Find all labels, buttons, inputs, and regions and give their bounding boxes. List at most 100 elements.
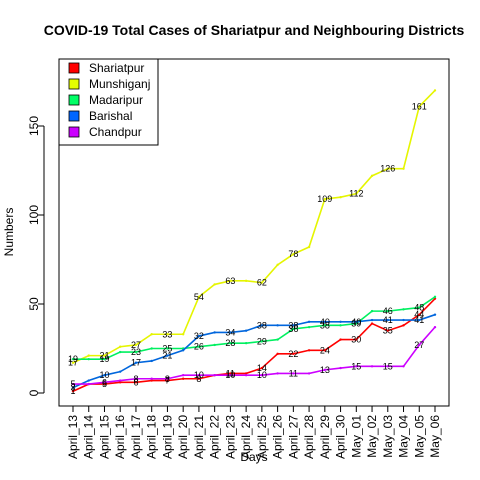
- data-point: [103, 381, 106, 384]
- data-point: [119, 345, 122, 348]
- data-label: 109: [317, 194, 332, 204]
- data-point: [71, 382, 75, 386]
- data-point: [71, 386, 75, 389]
- data-point: [276, 263, 279, 267]
- data-label: 22: [288, 349, 298, 359]
- data-point: [307, 320, 311, 323]
- x-tick-label: May_06: [428, 415, 442, 458]
- data-point: [213, 283, 216, 286]
- y-tick-label: 150: [27, 116, 41, 136]
- data-label: 54: [194, 292, 204, 302]
- data-point: [119, 379, 122, 382]
- data-point: [260, 374, 264, 377]
- data-point: [386, 329, 389, 332]
- data-point: [87, 379, 90, 382]
- data-point: [150, 347, 153, 350]
- legend-swatch: [68, 94, 80, 106]
- data-point: [418, 105, 421, 108]
- x-tick-label: May_05: [412, 415, 426, 458]
- data-label: 36: [288, 324, 298, 334]
- data-point: [119, 370, 122, 373]
- data-point: [119, 381, 122, 384]
- data-point: [323, 197, 327, 201]
- data-point: [181, 349, 185, 352]
- data-label: 38: [288, 320, 298, 330]
- data-label: 41: [414, 315, 424, 325]
- data-point: [386, 167, 389, 170]
- data-point: [181, 374, 185, 377]
- data-label: 126: [380, 164, 395, 174]
- data-point: [339, 338, 342, 341]
- data-label: 17: [68, 358, 78, 368]
- data-label: 38: [257, 320, 267, 330]
- data-label: 25: [162, 344, 172, 354]
- legend-swatch: [68, 78, 80, 90]
- data-label: 15: [383, 361, 393, 371]
- data-label: 78: [288, 249, 298, 259]
- data-point: [229, 341, 232, 345]
- data-point: [103, 354, 106, 357]
- data-point: [370, 322, 374, 325]
- data-point: [323, 368, 327, 372]
- x-tick-label: April_14: [82, 415, 96, 459]
- data-point: [103, 357, 106, 361]
- data-point: [418, 313, 421, 316]
- data-point: [181, 377, 185, 380]
- data-label: 8: [165, 374, 170, 384]
- x-tick-label: April_19: [160, 415, 174, 459]
- data-point: [197, 377, 201, 380]
- data-label: 30: [351, 335, 361, 345]
- data-point: [402, 365, 405, 368]
- data-point: [355, 338, 358, 341]
- data-label: 112: [349, 189, 363, 199]
- data-label: 19: [68, 354, 78, 364]
- data-point: [197, 374, 201, 377]
- data-label: 35: [383, 326, 393, 336]
- data-point: [323, 320, 327, 323]
- data-point: [166, 377, 169, 380]
- data-point: [166, 347, 169, 350]
- data-point: [87, 357, 90, 361]
- data-point: [433, 89, 437, 92]
- data-label: 7: [165, 376, 170, 386]
- data-point: [166, 379, 169, 382]
- data-point: [119, 350, 122, 354]
- data-label: 41: [383, 315, 393, 325]
- data-label: 27: [414, 340, 424, 350]
- data-label: 44: [414, 310, 424, 320]
- data-point: [71, 357, 75, 361]
- data-point: [370, 309, 374, 313]
- data-point: [433, 313, 437, 316]
- data-point: [418, 306, 421, 309]
- data-point: [213, 331, 216, 334]
- legend-swatch: [68, 126, 80, 138]
- data-label: 46: [383, 306, 393, 316]
- data-point: [292, 372, 295, 375]
- data-point: [260, 366, 264, 370]
- data-point: [355, 322, 358, 325]
- data-point: [292, 352, 295, 356]
- series-line-munshiganj: [72, 89, 436, 364]
- data-point: [418, 318, 421, 322]
- data-label: 28: [225, 338, 235, 348]
- x-tick-label: April_13: [66, 415, 80, 459]
- data-label: 161: [412, 101, 427, 111]
- data-point: [213, 343, 216, 347]
- data-point: [150, 377, 153, 380]
- data-point: [103, 374, 106, 377]
- data-point: [292, 324, 295, 327]
- data-point: [244, 374, 248, 377]
- data-point: [244, 372, 248, 375]
- legend-label: Chandpur: [89, 125, 142, 139]
- data-label: 27: [131, 340, 141, 350]
- data-point: [276, 372, 279, 375]
- data-label: 23: [131, 347, 141, 357]
- x-tick-label: April_30: [334, 415, 348, 459]
- data-point: [433, 295, 437, 299]
- data-label: 34: [225, 327, 235, 337]
- data-point: [71, 361, 75, 364]
- data-label: 10: [257, 370, 267, 380]
- x-tick-label: May_04: [397, 415, 411, 458]
- data-point: [181, 333, 185, 336]
